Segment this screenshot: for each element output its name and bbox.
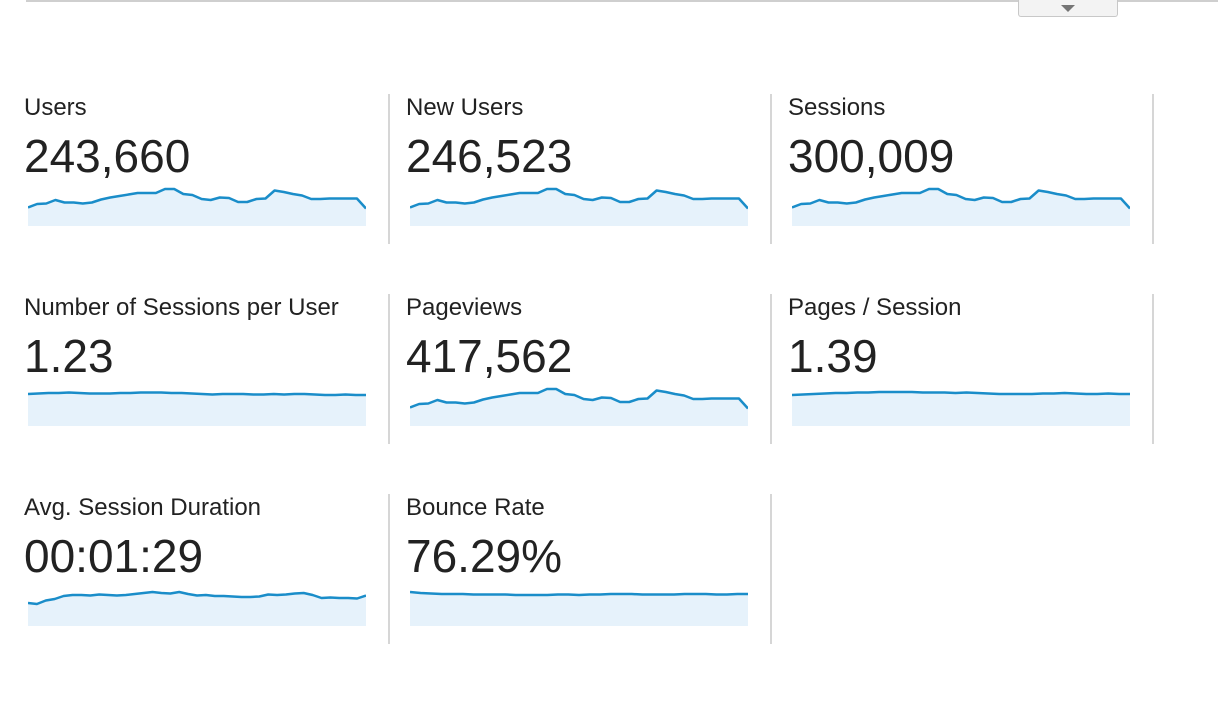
sparkline — [28, 391, 366, 426]
metric-value: 246,523 — [406, 130, 573, 182]
metric-tile-users[interactable]: Users 243,660 — [24, 94, 390, 244]
metric-dropdown-toggle[interactable] — [1018, 0, 1118, 17]
top-divider — [26, 0, 1218, 2]
metric-label: Users — [24, 94, 87, 121]
metric-value: 1.23 — [24, 330, 114, 382]
sparkline-area — [28, 392, 366, 426]
metric-tile-pageviews[interactable]: Pageviews 417,562 — [406, 294, 772, 444]
sparkline-line — [28, 187, 366, 210]
sparkline-area — [410, 592, 748, 626]
caret-down-icon — [1061, 5, 1075, 12]
metric-label: Bounce Rate — [406, 494, 545, 521]
metric-tile-bounce-rate[interactable]: Bounce Rate 76.29% — [406, 494, 772, 644]
sparkline — [410, 590, 748, 626]
metric-label: Avg. Session Duration — [24, 494, 262, 521]
sparkline-line — [28, 590, 366, 606]
sparkline-line — [410, 590, 748, 597]
sparkline — [410, 387, 748, 426]
metric-label: Pageviews — [406, 294, 523, 321]
metric-value: 417,562 — [406, 330, 573, 382]
sparkline-line — [28, 391, 366, 397]
sparkline-line — [410, 187, 748, 210]
metric-label: Pages / Session — [788, 294, 962, 321]
sparkline — [28, 187, 366, 226]
metric-value: 1.39 — [788, 330, 878, 382]
metric-value: 243,660 — [24, 130, 191, 182]
metric-tile-new-users[interactable]: New Users 246,523 — [406, 94, 772, 244]
sparkline-line — [792, 390, 1130, 397]
sparkline-area — [410, 189, 748, 226]
sparkline-area — [28, 592, 366, 626]
sparkline — [410, 187, 748, 226]
sparkline-area — [410, 389, 748, 426]
sparkline — [792, 390, 1130, 426]
sparkline — [792, 187, 1130, 226]
metric-tile-pages-per-session[interactable]: Pages / Session 1.39 — [788, 294, 1154, 444]
metric-label: Number of Sessions per User — [24, 294, 339, 321]
sparkline-area — [792, 189, 1130, 226]
metric-value: 76.29% — [406, 530, 563, 582]
metric-label: New Users — [406, 94, 524, 121]
sparkline-area — [792, 392, 1130, 426]
sparkline — [28, 590, 366, 626]
sparkline-area — [28, 189, 366, 226]
sparkline-line — [410, 387, 748, 410]
metric-value: 300,009 — [788, 130, 955, 182]
metric-value: 00:01:29 — [24, 530, 204, 582]
metric-tile-sessions-per-user[interactable]: Number of Sessions per User 1.23 — [24, 294, 390, 444]
metric-tile-sessions[interactable]: Sessions 300,009 — [788, 94, 1154, 244]
metric-tile-avg-session-duration[interactable]: Avg. Session Duration 00:01:29 — [24, 494, 390, 644]
sparkline-line — [792, 187, 1130, 210]
metric-label: Sessions — [788, 94, 886, 121]
